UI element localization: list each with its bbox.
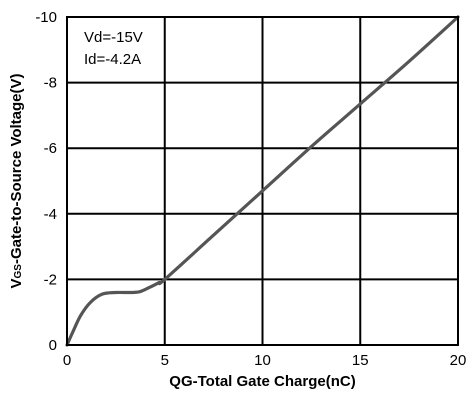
y-tick-label: -10 <box>35 9 57 26</box>
y-tick-label: -4 <box>44 206 57 223</box>
y-axis-label-subscript: GS <box>13 264 24 279</box>
x-tick-label: 20 <box>450 352 467 369</box>
y-axis-label-prefix: V <box>8 279 25 289</box>
series-line <box>65 15 460 347</box>
y-axis-label: VGS-Gate-to-Source Voltage(V) <box>8 73 25 288</box>
x-tick-label: 10 <box>254 352 271 369</box>
y-axis-label-suffix: -Gate-to-Source Voltage(V) <box>8 73 25 264</box>
x-tick-label: 5 <box>161 352 169 369</box>
annotation-vd: Vd=-15V <box>84 29 143 46</box>
y-tick-label: -8 <box>44 75 57 92</box>
annotation-id: Id=-4.2A <box>84 51 141 68</box>
plot-frame <box>66 16 459 346</box>
x-tick-label: 0 <box>63 352 71 369</box>
series-layer <box>65 15 460 347</box>
x-axis-label: QG-Total Gate Charge(nC) <box>169 373 355 390</box>
y-tick-label: -6 <box>44 140 57 157</box>
grid-lines <box>67 17 458 345</box>
y-tick-label: 0 <box>49 337 57 354</box>
x-tick-labels: 0 5 10 15 20 <box>63 352 467 369</box>
y-tick-labels: 0 -2 -4 -6 -8 -10 <box>35 9 57 354</box>
x-tick-label: 15 <box>352 352 369 369</box>
y-tick-label: -2 <box>44 271 57 288</box>
